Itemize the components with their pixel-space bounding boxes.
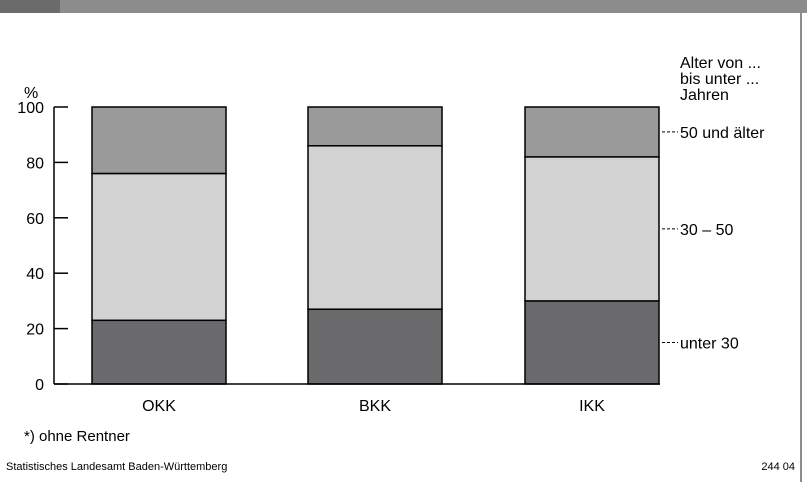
x-label-okk: OKK [142, 398, 176, 415]
y-tick-label-80: 80 [26, 155, 44, 172]
legend-title-line-2: bis unter ... [680, 71, 759, 88]
y-tick-label-20: 20 [26, 322, 44, 339]
source-label: Statistisches Landesamt Baden-Württember… [6, 461, 228, 473]
bar-bkk-segment-3 [307, 106, 443, 147]
legend-title-line-3: Jahren [680, 87, 729, 104]
x-labels-group: OKK BKK IKK [142, 398, 605, 415]
bar-bkk-segment-2 [307, 145, 443, 310]
y-tick-label-60: 60 [26, 211, 44, 228]
legend-label-1: unter 30 [680, 335, 739, 352]
y-axis-unit-label: % [24, 85, 38, 102]
bar-bkk-segment-1 [307, 308, 443, 385]
figure-number: 244 04 [761, 461, 795, 473]
x-label-ikk: IKK [579, 398, 605, 415]
legend-group: Alter von ...bis unter ...Jahren unter 30… [662, 55, 765, 352]
y-axis-group: 0 20 40 60 80 100 [17, 100, 660, 394]
bar-okk-segment-1 [91, 319, 227, 385]
x-label-bkk: BKK [359, 398, 391, 415]
right-border [800, 13, 802, 482]
legend-title-line-1: Alter von ... [680, 55, 761, 72]
bar-ikk-segment-3 [524, 106, 660, 158]
y-tick-label-40: 40 [26, 266, 44, 283]
top-bar-tab [0, 0, 60, 13]
top-bar [0, 0, 807, 13]
bar-ikk-segment-1 [524, 300, 660, 385]
bar-okk-segment-2 [91, 172, 227, 322]
y-tick-label-100: 100 [17, 100, 44, 117]
y-tick-label-0: 0 [35, 377, 44, 394]
legend-label-3: 50 und älter [680, 125, 765, 142]
bars-group [91, 106, 660, 385]
bar-ikk-segment-2 [524, 156, 660, 302]
footnote: *) ohne Rentner [24, 428, 130, 445]
legend-label-2: 30 – 50 [680, 222, 733, 239]
bar-okk-segment-3 [91, 106, 227, 175]
